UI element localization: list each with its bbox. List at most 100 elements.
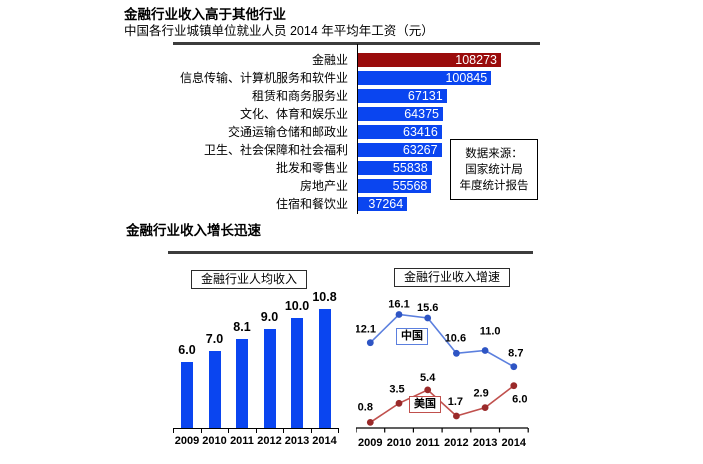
- growth-value-label: 6.0: [512, 394, 527, 406]
- data-source-line-2: 国家统计局: [465, 163, 523, 176]
- growth-value-label: 12.1: [356, 324, 376, 336]
- growth-marker: [510, 363, 518, 371]
- wage-bar-track: 55568: [357, 177, 432, 195]
- income-value-label: 8.1: [233, 319, 251, 334]
- data-source-line-1: 数据来源：: [465, 147, 523, 160]
- wage-value-label: 55568: [392, 179, 428, 193]
- growth-year-label: 2011: [416, 437, 440, 449]
- growth-year-label: 2014: [502, 437, 527, 449]
- growth-line-chart: 金融行业收入增速 2009 2010 2011 2012 2013 2014 12.1 16.…: [356, 258, 568, 463]
- wage-value-label: 55838: [392, 161, 428, 175]
- growth-year-label: 2010: [387, 437, 411, 449]
- wage-category-label: 信息传输、计算机服务和软件业: [179, 71, 348, 85]
- growth-value-label: 10.6: [445, 332, 466, 344]
- growth-marker: [395, 399, 403, 407]
- wage-bar: 63416: [358, 125, 442, 139]
- income-value-label: 6.0: [178, 343, 196, 357]
- wage-category-label: 文化、体育和娱乐业: [239, 107, 348, 121]
- legend-usa: 美国: [409, 396, 441, 413]
- income-bar: [208, 351, 221, 428]
- growth-marker: [453, 349, 460, 357]
- income-year-label: 2010: [202, 435, 227, 447]
- section1-subtitle: 中国各行业城镇单位就业人员 2014 年平均年工资（元）: [124, 24, 434, 38]
- wage-row: 信息传输、计算机服务和软件业 100845: [124, 69, 501, 87]
- wage-category-label: 住宿和餐饮业: [275, 197, 348, 211]
- growth-line-chart-title: 金融行业收入增速: [394, 268, 511, 287]
- wage-bar: 67131: [358, 89, 447, 103]
- wage-bar: 55568: [358, 179, 432, 193]
- growth-line-中国: [369, 313, 515, 368]
- growth-value-label: 15.6: [417, 302, 438, 314]
- wage-category-label: 批发和零售业: [275, 161, 348, 175]
- wage-bar-track: 55838: [357, 159, 432, 177]
- income-value-label: 7.0: [205, 332, 224, 346]
- growth-marker: [424, 386, 432, 394]
- growth-line-plot: 2009 2010 2011 2012 2013 2014 12.1 16.1 15.6 10.6…: [356, 299, 529, 449]
- growth-value-label: 11.0: [480, 326, 501, 338]
- wage-bar-track: 100845: [357, 69, 492, 87]
- growth-marker: [424, 314, 432, 322]
- income-axis-tick: [283, 428, 285, 433]
- section2-title: 金融行业收入增长迅速: [126, 223, 261, 238]
- growth-marker: [366, 339, 374, 347]
- income-axis-tick: [228, 428, 230, 433]
- income-year-label: 2012: [257, 435, 282, 447]
- growth-value-label: 16.1: [388, 299, 409, 311]
- wage-bar-track: 63416: [357, 123, 442, 141]
- wage-bar-track: 108273: [357, 51, 501, 69]
- income-value-label: 10.0: [284, 299, 310, 313]
- income-bar: [181, 362, 193, 428]
- wage-row: 住宿和餐饮业 37264: [124, 195, 501, 213]
- wage-value-label: 108273: [455, 53, 497, 67]
- wage-chart-axis: [357, 44, 358, 214]
- wage-value-label: 37264: [368, 197, 404, 211]
- income-bar: [318, 309, 331, 428]
- legend-china: 中国: [396, 328, 428, 345]
- wage-row: 租赁和商务服务业 67131: [124, 87, 501, 105]
- wage-bar: 100845: [358, 71, 492, 85]
- income-bar-chart: 金融行业人均收入 6.0 2009 7.0 2010 8.1 2011 9.0 2012 10.…: [158, 258, 363, 463]
- income-year-label: 2014: [312, 435, 337, 447]
- growth-marker: [453, 412, 460, 420]
- wage-row: 批发和零售业 55838: [124, 159, 501, 177]
- wage-row: 文化、体育和娱乐业 64375: [124, 105, 501, 123]
- wage-row: 卫生、社会保障和社会福利 63267: [124, 141, 501, 159]
- wage-category-label: 租赁和商务服务业: [251, 89, 348, 103]
- divider-bottom: [168, 251, 533, 254]
- income-bar-chart-title: 金融行业人均收入: [191, 270, 308, 289]
- growth-year-label: 2012: [444, 437, 468, 449]
- growth-value-label: 0.8: [358, 401, 373, 413]
- wage-category-label: 金融业: [311, 53, 348, 67]
- income-bar: [291, 318, 303, 428]
- wage-value-label: 63416: [403, 125, 438, 139]
- wage-row: 金融业 108273: [124, 51, 501, 69]
- wage-category-label: 交通运输仓储和邮政业: [227, 125, 348, 139]
- income-bar: [236, 338, 248, 428]
- wage-value-label: 67131: [407, 89, 443, 103]
- wage-bar: 64375: [358, 107, 443, 121]
- income-year-label: 2013: [284, 435, 310, 447]
- income-axis-tick: [310, 428, 312, 433]
- growth-value-label: 5.4: [420, 372, 436, 384]
- wage-bar: 63267: [358, 143, 442, 157]
- wage-bar: 37264: [358, 197, 408, 211]
- wage-value-label: 64375: [404, 107, 439, 121]
- income-axis-tick: [338, 428, 340, 433]
- wage-category-label: 卫生、社会保障和社会福利: [203, 143, 348, 157]
- wage-row: 交通运输仓储和邮政业 63416: [124, 123, 501, 141]
- wage-bar-track: 63267: [357, 141, 442, 159]
- income-axis-tick: [200, 428, 202, 433]
- wage-bar-chart: 金融业 108273 信息传输、计算机服务和软件业 100845 租赁和商务服务业 671…: [124, 51, 501, 213]
- wage-bar-track: 64375: [357, 105, 443, 123]
- wage-category-label: 房地产业: [299, 179, 348, 193]
- income-axis-tick: [255, 428, 257, 433]
- wage-bar: 55838: [358, 161, 432, 175]
- wage-row: 房地产业 55568: [124, 177, 501, 195]
- growth-line-美国: [369, 385, 515, 424]
- wage-bar-track: 67131: [357, 87, 447, 105]
- income-year-label: 2009: [174, 435, 200, 447]
- income-axis-tick: [173, 428, 175, 433]
- data-source-box: 数据来源： 国家统计局 年度统计报告: [450, 139, 538, 200]
- income-value-label: 9.0: [260, 310, 279, 324]
